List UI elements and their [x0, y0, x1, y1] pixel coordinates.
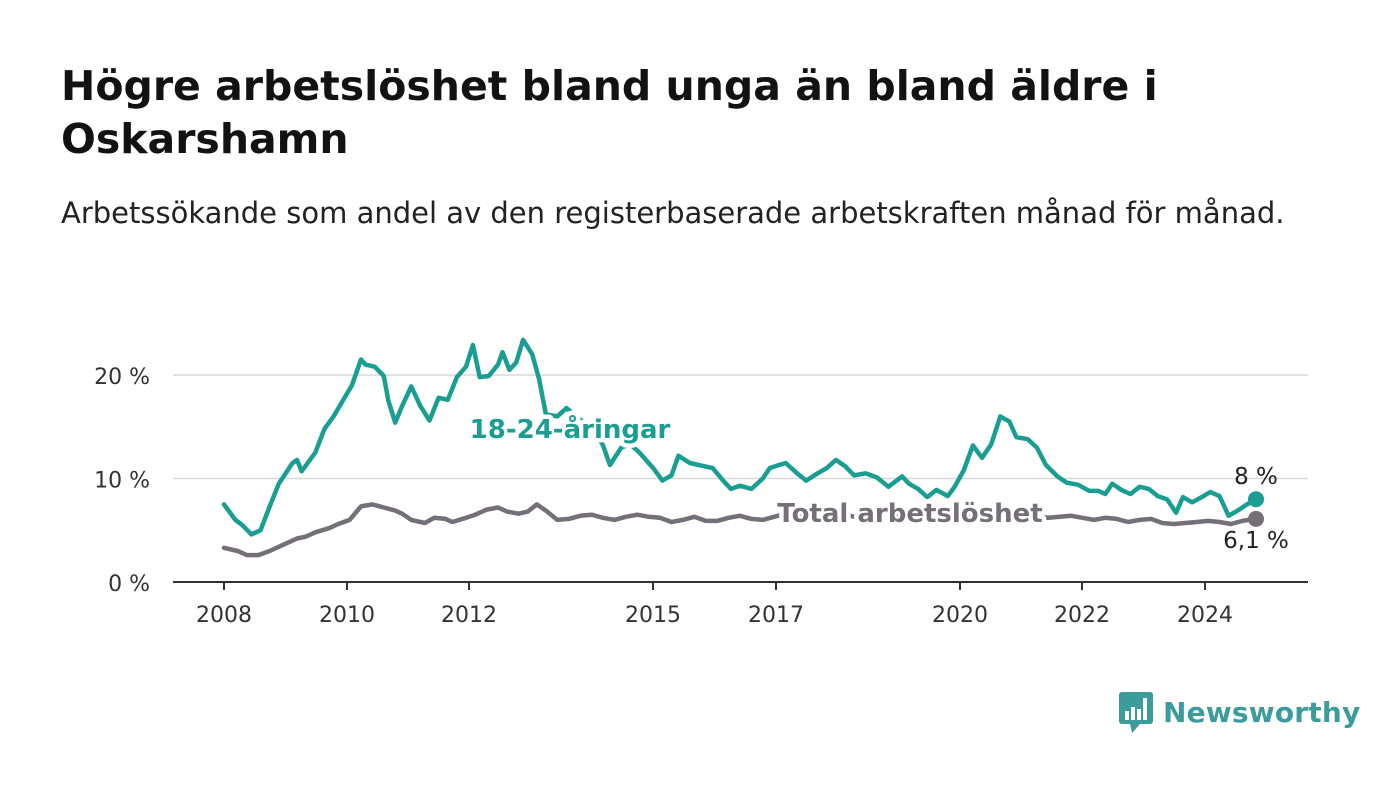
- youth-series-line: [221, 337, 1259, 537]
- x-tick-label: 2015: [625, 603, 681, 628]
- line-chart: 0 % 10 % 20 % 2008 2010 2012 2015 2017 2020 2022 2…: [94, 337, 1308, 628]
- newsworthy-logo[interactable]: Newsworthy: [1118, 690, 1360, 734]
- total-end-dot: [1248, 510, 1264, 527]
- youth-series-label: 18-24-åringar: [470, 413, 671, 445]
- chart-subtitle: Arbetssökande som andel av den registerb…: [61, 196, 1285, 230]
- youth-end-dot: [1248, 491, 1264, 508]
- chart-title: Högre arbetslöshet bland unga än bland ä…: [61, 62, 1158, 163]
- x-tick-label: 2012: [441, 603, 497, 628]
- total-series-line: [221, 502, 1259, 558]
- y-tick-label: 10 %: [94, 469, 150, 494]
- youth-end-value-label: 8 %: [1234, 464, 1278, 490]
- brand-name: Newsworthy: [1163, 695, 1361, 729]
- total-end-value-label: 6,1 %: [1223, 528, 1289, 554]
- y-tick-label: 0 %: [108, 572, 150, 597]
- x-tick-label: 2024: [1177, 603, 1233, 628]
- x-tick-label: 2010: [319, 603, 375, 628]
- x-tick-label: 2020: [932, 603, 988, 628]
- newsworthy-logo-icon: [1119, 692, 1153, 733]
- y-tick-label: 20 %: [94, 365, 150, 390]
- x-tick-label: 2017: [748, 603, 804, 628]
- total-series-label: Total arbetslöshet: [777, 499, 1042, 529]
- x-tick-label: 2022: [1054, 603, 1110, 628]
- x-tick-label: 2008: [196, 603, 252, 628]
